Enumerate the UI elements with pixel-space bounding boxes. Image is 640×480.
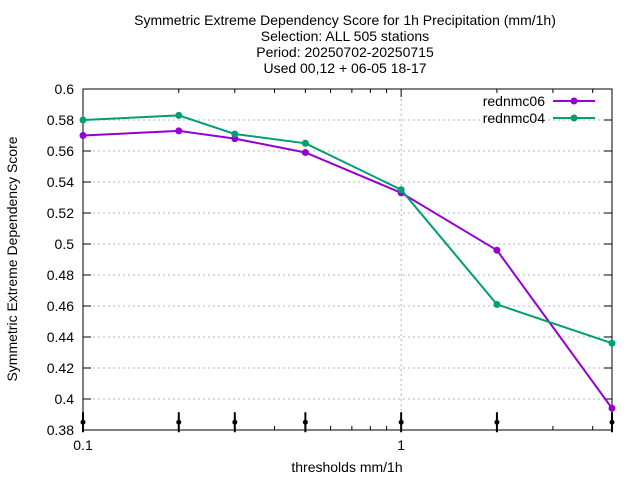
y-tick-label: 0.52 xyxy=(47,205,74,221)
series-lines xyxy=(79,111,616,412)
chart-title-line-2: Selection: ALL 505 stations xyxy=(261,28,429,44)
y-tick-label: 0.42 xyxy=(47,360,74,376)
axes xyxy=(82,88,613,431)
data-point-rednmc04 xyxy=(608,339,616,347)
tick-labels: 0.38 0.4 0.42 0.44 0.46 0.48 0.5 0.52 0.54 0.56 0.… xyxy=(47,81,405,453)
sample-marker-dot xyxy=(398,419,404,425)
y-tick-label: 0.4 xyxy=(55,391,75,407)
x-tick-label: 0.1 xyxy=(73,437,93,453)
data-point-rednmc04 xyxy=(397,186,405,194)
data-point-rednmc06 xyxy=(608,404,616,412)
sample-marker-dot xyxy=(302,419,308,425)
chart-title-line-1: Symmetric Extreme Dependency Score for 1… xyxy=(134,12,556,28)
y-tick-label: 0.5 xyxy=(55,236,75,252)
y-tick-label: 0.56 xyxy=(47,143,74,159)
data-point-rednmc06 xyxy=(301,149,309,157)
data-point-rednmc04 xyxy=(231,130,239,138)
legend-label-rednmc06: rednmc06 xyxy=(483,93,545,109)
chart-title: Symmetric Extreme Dependency Score for 1… xyxy=(134,12,556,76)
y-tick-label: 0.38 xyxy=(47,422,74,438)
data-point-rednmc06 xyxy=(175,127,183,135)
legend-marker-rednmc06 xyxy=(570,97,578,105)
data-point-rednmc06 xyxy=(493,246,501,254)
y-tick-label: 0.58 xyxy=(47,112,74,128)
sample-marker-dot xyxy=(609,419,615,425)
x-tick-label: 1 xyxy=(397,437,405,453)
y-tick-label: 0.6 xyxy=(55,81,75,97)
plot-frame xyxy=(82,88,613,431)
legend-label-rednmc04: rednmc04 xyxy=(483,110,545,126)
y-axis-label: Symmetric Extreme Dependency Score xyxy=(4,136,20,381)
series-line-rednmc04 xyxy=(82,114,613,345)
sample-marker-dot xyxy=(494,419,500,425)
data-point-rednmc04 xyxy=(493,300,501,308)
y-tick-label: 0.54 xyxy=(47,174,74,190)
sample-marker-dot xyxy=(80,419,86,425)
data-point-rednmc04 xyxy=(301,139,309,147)
grid xyxy=(83,89,612,430)
series-line-rednmc06 xyxy=(82,129,613,409)
sample-marker-dot xyxy=(232,419,238,425)
y-tick-label: 0.44 xyxy=(47,329,74,345)
chart-title-line-4: Used 00,12 + 06-05 18-17 xyxy=(263,60,426,76)
chart-title-line-3: Period: 20250702-20250715 xyxy=(256,44,434,60)
sample-marker-dot xyxy=(176,419,182,425)
legend-marker-rednmc04 xyxy=(570,114,578,122)
y-tick-label: 0.46 xyxy=(47,298,74,314)
y-tick-label: 0.48 xyxy=(47,267,74,283)
data-point-rednmc04 xyxy=(175,111,183,119)
x-axis-label: thresholds mm/1h xyxy=(291,459,402,475)
data-point-rednmc06 xyxy=(79,132,87,139)
data-point-rednmc04 xyxy=(79,116,87,124)
sample-markers xyxy=(80,412,615,433)
